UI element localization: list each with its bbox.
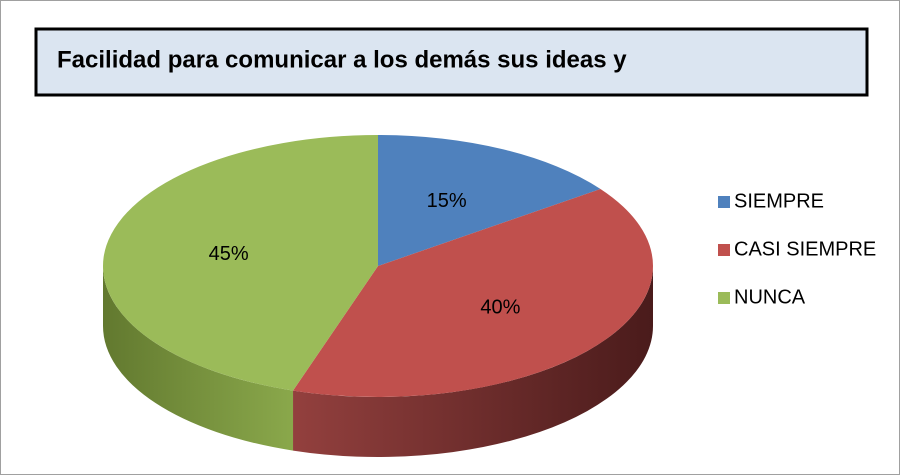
chart-title: Facilidad para comunicar a los demás sus…	[57, 46, 627, 73]
legend-swatch	[718, 292, 730, 304]
pie-slice	[378, 135, 601, 266]
legend-swatch	[718, 196, 730, 208]
value-label: 15%	[427, 190, 467, 212]
pie-slice	[293, 189, 654, 397]
legend-swatch	[718, 244, 730, 256]
legend-label: SIEMPRE	[734, 190, 824, 212]
legend-label: CASI SIEMPRE	[734, 238, 876, 260]
legend: SIEMPRE CASI SIEMPRE NUNCA	[718, 190, 876, 308]
pie-side	[103, 266, 294, 451]
value-labels: 15% 40% 45%	[209, 190, 521, 319]
pie-tops	[102, 135, 654, 397]
pie-side	[293, 266, 654, 457]
legend-label: NUNCA	[734, 286, 806, 308]
pie-sides	[103, 266, 654, 457]
value-label: 40%	[480, 297, 520, 319]
pie-slice	[102, 135, 379, 391]
value-label: 45%	[209, 243, 249, 265]
title-box	[34, 27, 869, 97]
